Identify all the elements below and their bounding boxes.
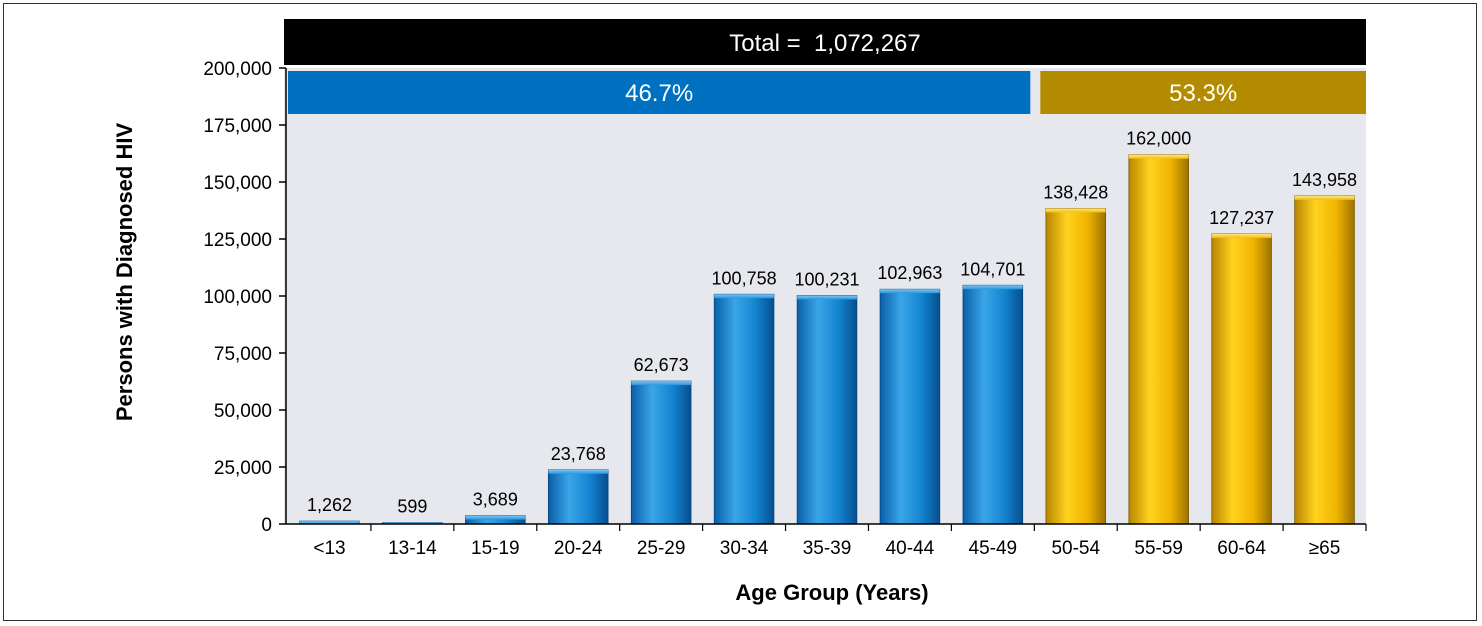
x-tick-label: 60-64: [1217, 538, 1266, 559]
data-label: 23,768: [551, 444, 606, 464]
data-label: 162,000: [1126, 129, 1191, 149]
data-label: 62,673: [634, 355, 689, 375]
bar: [879, 288, 941, 525]
chart-title: Total = 1,072,267: [729, 30, 920, 57]
x-tick-label: 45-49: [969, 538, 1018, 559]
x-tick-label: 13-14: [388, 538, 437, 559]
y-tick-label: 100,000: [203, 287, 272, 308]
bar-top-highlight: [1294, 195, 1355, 200]
data-label: 138,428: [1043, 182, 1108, 202]
bar-top-highlight: [797, 295, 857, 300]
bar-top-highlight: [299, 521, 360, 524]
bar: [1128, 154, 1189, 525]
x-axis-title: Age Group (Years): [735, 580, 928, 605]
x-tick-label: 55-59: [1134, 538, 1183, 559]
bar: [796, 295, 858, 525]
bar-top-highlight: [631, 381, 692, 386]
x-tick-label: 40-44: [886, 538, 935, 559]
bar: [713, 293, 775, 525]
bar: [962, 284, 1024, 525]
title-banner: [284, 19, 1366, 65]
y-tick-label: 125,000: [203, 230, 272, 251]
bar-top-highlight: [1211, 233, 1272, 238]
y-axis-title: Persons with Diagnosed HIV: [112, 123, 137, 422]
x-tick-label: 25-29: [637, 538, 686, 559]
bar-top-highlight: [880, 289, 940, 294]
x-tick-label: <13: [313, 538, 345, 559]
group-share-label: 46.7%: [625, 80, 693, 107]
data-label: 100,231: [794, 269, 859, 289]
data-label: 3,689: [473, 490, 518, 510]
data-label: 1,262: [307, 495, 352, 515]
x-tick-label: 20-24: [554, 538, 603, 559]
group-banners: 46.7% 53.3%: [288, 71, 1366, 114]
data-label: 100,758: [712, 268, 777, 288]
y-tick-label: 200,000: [203, 59, 272, 80]
bar: [1211, 233, 1272, 525]
bar-top-highlight: [714, 294, 774, 299]
bar: [1045, 207, 1107, 525]
bars: 1,262 599 3,689 23,768 62,673 100,758 100,231 1…: [299, 129, 1357, 525]
data-label: 143,958: [1292, 170, 1357, 190]
group-share-banner: [288, 71, 1031, 114]
group-share-banner: [1040, 71, 1366, 114]
bar-top-highlight: [962, 285, 1023, 290]
y-tick-label: 0: [261, 515, 272, 536]
bar: [630, 380, 692, 525]
y-axis: 0 25,000 50,000 75,000 100,000 125,000 150,000…: [203, 59, 287, 536]
x-tick-label: ≥65: [1309, 538, 1341, 559]
x-axis: <13 13-14 15-19 20-24 25-29 30-34 35-39 40-44 45…: [286, 523, 1367, 559]
y-tick-label: 25,000: [214, 458, 272, 479]
bar: [547, 469, 609, 525]
data-label: 599: [397, 497, 427, 517]
bar-top-highlight: [1045, 208, 1106, 213]
group-share-label: 53.3%: [1169, 80, 1237, 107]
x-tick-label: 30-34: [720, 538, 769, 559]
x-tick-label: 15-19: [471, 538, 520, 559]
y-tick-label: 75,000: [214, 344, 272, 365]
bar-top-highlight: [548, 469, 609, 474]
bar: [1294, 195, 1355, 525]
bar-top-highlight: [465, 515, 526, 520]
y-tick-label: 175,000: [203, 116, 272, 137]
data-label: 102,963: [877, 263, 942, 283]
bar-top-highlight: [1128, 154, 1189, 159]
y-tick-label: 150,000: [203, 173, 272, 194]
x-tick-label: 50-54: [1051, 538, 1100, 559]
data-label: 127,237: [1209, 208, 1274, 228]
data-label: 104,701: [960, 259, 1025, 279]
x-tick-label: 35-39: [803, 538, 852, 559]
y-tick-label: 50,000: [214, 401, 272, 422]
